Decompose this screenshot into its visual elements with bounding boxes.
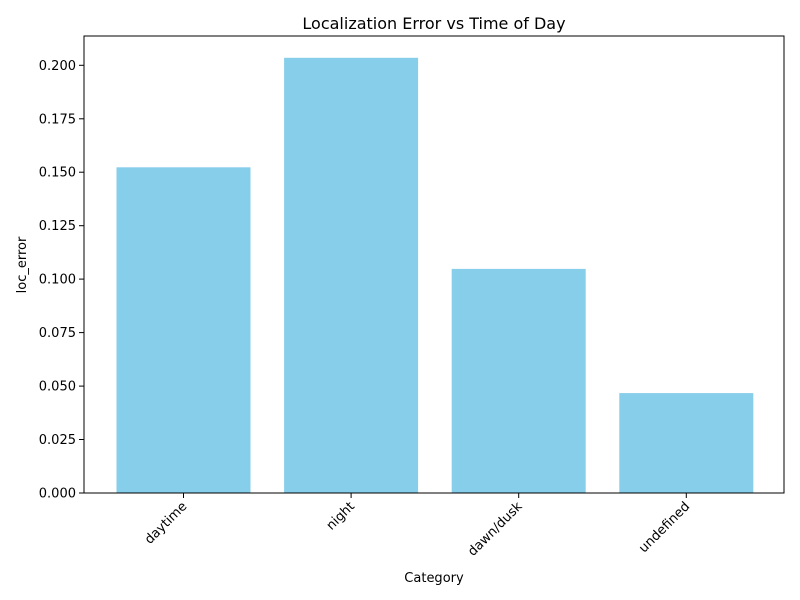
y-tick-label: 0.200 — [39, 59, 76, 74]
y-tick-label: 0.175 — [39, 112, 76, 127]
y-tick-label: 0.125 — [39, 219, 76, 234]
axes-frame — [83, 35, 785, 494]
bar-daytime — [116, 167, 251, 494]
y-tick-label: 0.025 — [39, 433, 76, 448]
bar-night — [284, 57, 419, 494]
y-tick-label: 0.075 — [39, 326, 76, 341]
y-tick-label: 0.100 — [39, 273, 76, 288]
y-tick-label: 0.050 — [39, 380, 76, 395]
y-tick-label: 0.150 — [39, 166, 76, 181]
y-axis-ticks: 0.000 0.025 0.050 0.075 0.100 0.125 0.150 0.175… — [39, 59, 84, 502]
plot-area — [116, 57, 754, 494]
chart-title: Localization Error vs Time of Day — [302, 14, 565, 33]
bar-undefined — [619, 393, 754, 493]
y-axis-label: loc_error — [15, 236, 30, 293]
y-tick-label: 0.000 — [39, 487, 76, 502]
bar-dawn-dusk — [451, 268, 586, 493]
x-axis-label: Category — [404, 571, 464, 586]
